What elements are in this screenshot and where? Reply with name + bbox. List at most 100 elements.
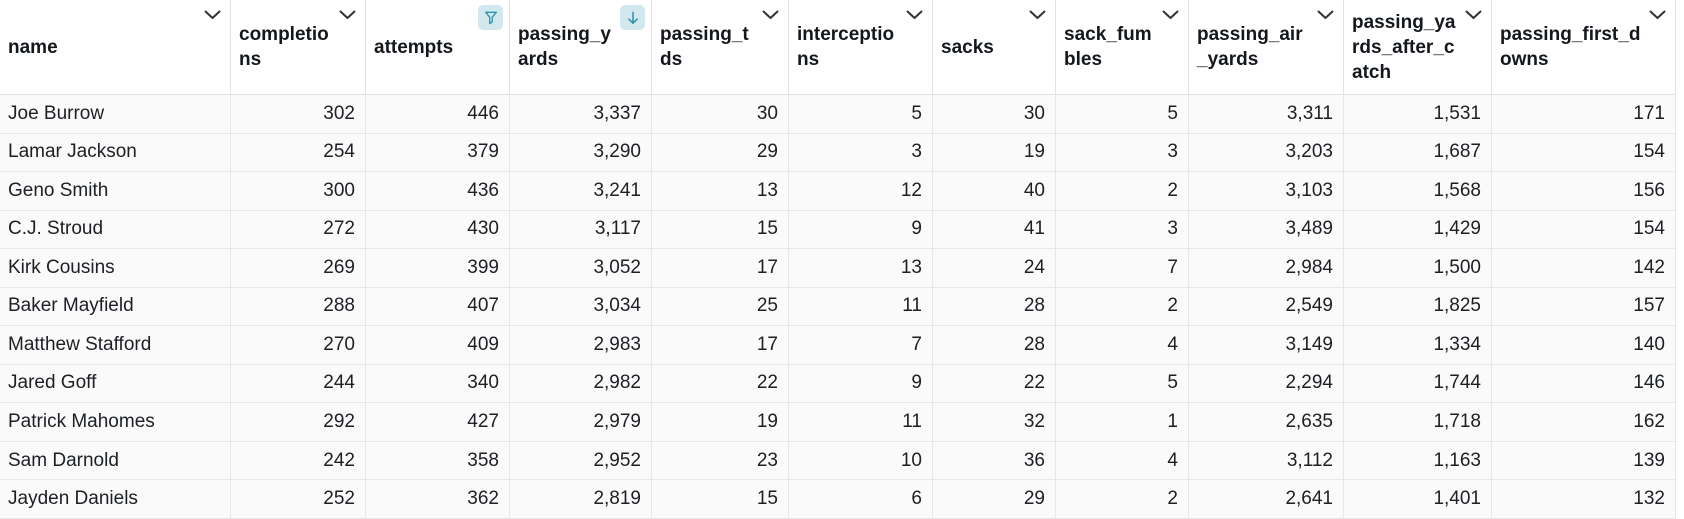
cell-passing_first_downs[interactable]: 162 <box>1492 403 1676 441</box>
cell-name[interactable]: Lamar Jackson <box>0 133 231 172</box>
cell-passing_tds[interactable]: 15 <box>652 210 789 249</box>
cell-attempts[interactable]: 399 <box>366 249 510 287</box>
cell-passing_yards[interactable]: 3,052 <box>510 249 652 287</box>
column-header-sacks[interactable]: sacks <box>933 0 1056 94</box>
cell-sacks[interactable]: 19 <box>933 133 1056 172</box>
cell-passing_yards[interactable]: 3,241 <box>510 172 652 210</box>
column-header-passing_yards[interactable]: passing_yards <box>510 0 652 94</box>
cell-completions[interactable]: 272 <box>231 210 366 249</box>
cell-name[interactable]: Jared Goff <box>0 364 231 403</box>
cell-passing_tds[interactable]: 17 <box>652 326 789 364</box>
cell-passing_yards_after_catch[interactable]: 1,531 <box>1344 95 1492 133</box>
filter-icon[interactable] <box>478 5 503 30</box>
cell-sacks[interactable]: 24 <box>933 249 1056 287</box>
column-header-completions[interactable]: completions <box>231 0 366 94</box>
cell-interceptions[interactable]: 11 <box>789 287 933 326</box>
cell-completions[interactable]: 288 <box>231 287 366 326</box>
cell-sack_fumbles[interactable]: 4 <box>1056 326 1189 364</box>
cell-passing_yards[interactable]: 2,979 <box>510 403 652 441</box>
cell-name[interactable]: Sam Darnold <box>0 441 231 480</box>
chevron-down-icon[interactable] <box>1161 9 1179 20</box>
cell-sack_fumbles[interactable]: 5 <box>1056 364 1189 403</box>
cell-interceptions[interactable]: 13 <box>789 249 933 287</box>
cell-passing_air_yards[interactable]: 2,294 <box>1189 364 1344 403</box>
cell-passing_yards_after_catch[interactable]: 1,744 <box>1344 364 1492 403</box>
cell-name[interactable]: Joe Burrow <box>0 95 231 133</box>
cell-name[interactable]: Jayden Daniels <box>0 480 231 518</box>
cell-passing_yards[interactable]: 3,337 <box>510 95 652 133</box>
cell-sack_fumbles[interactable]: 2 <box>1056 287 1189 326</box>
cell-passing_air_yards[interactable]: 3,203 <box>1189 133 1344 172</box>
cell-interceptions[interactable]: 9 <box>789 210 933 249</box>
cell-completions[interactable]: 270 <box>231 326 366 364</box>
cell-interceptions[interactable]: 11 <box>789 403 933 441</box>
cell-passing_tds[interactable]: 30 <box>652 95 789 133</box>
cell-passing_air_yards[interactable]: 2,641 <box>1189 480 1344 518</box>
cell-completions[interactable]: 242 <box>231 441 366 480</box>
cell-passing_yards[interactable]: 2,819 <box>510 480 652 518</box>
cell-passing_air_yards[interactable]: 3,112 <box>1189 441 1344 480</box>
cell-name[interactable]: Patrick Mahomes <box>0 403 231 441</box>
cell-sacks[interactable]: 28 <box>933 287 1056 326</box>
column-header-passing_yards_after_catch[interactable]: passing_yards_after_catch <box>1344 0 1492 94</box>
cell-passing_air_yards[interactable]: 2,549 <box>1189 287 1344 326</box>
cell-attempts[interactable]: 409 <box>366 326 510 364</box>
cell-sack_fumbles[interactable]: 1 <box>1056 403 1189 441</box>
cell-passing_air_yards[interactable]: 2,984 <box>1189 249 1344 287</box>
cell-attempts[interactable]: 427 <box>366 403 510 441</box>
cell-sack_fumbles[interactable]: 2 <box>1056 480 1189 518</box>
cell-sacks[interactable]: 36 <box>933 441 1056 480</box>
cell-name[interactable]: Matthew Stafford <box>0 326 231 364</box>
cell-sacks[interactable]: 28 <box>933 326 1056 364</box>
cell-interceptions[interactable]: 6 <box>789 480 933 518</box>
cell-passing_first_downs[interactable]: 154 <box>1492 133 1676 172</box>
cell-passing_tds[interactable]: 17 <box>652 249 789 287</box>
cell-passing_yards_after_catch[interactable]: 1,500 <box>1344 249 1492 287</box>
column-header-passing_tds[interactable]: passing_tds <box>652 0 789 94</box>
column-header-passing_first_downs[interactable]: passing_first_downs <box>1492 0 1676 94</box>
column-header-attempts[interactable]: attempts <box>366 0 510 94</box>
cell-passing_yards[interactable]: 3,290 <box>510 133 652 172</box>
cell-attempts[interactable]: 340 <box>366 364 510 403</box>
cell-passing_tds[interactable]: 15 <box>652 480 789 518</box>
cell-completions[interactable]: 300 <box>231 172 366 210</box>
cell-passing_yards_after_catch[interactable]: 1,401 <box>1344 480 1492 518</box>
cell-attempts[interactable]: 379 <box>366 133 510 172</box>
cell-passing_yards[interactable]: 2,983 <box>510 326 652 364</box>
cell-sack_fumbles[interactable]: 7 <box>1056 249 1189 287</box>
cell-passing_first_downs[interactable]: 146 <box>1492 364 1676 403</box>
cell-interceptions[interactable]: 10 <box>789 441 933 480</box>
cell-passing_yards[interactable]: 2,982 <box>510 364 652 403</box>
cell-completions[interactable]: 254 <box>231 133 366 172</box>
cell-passing_first_downs[interactable]: 156 <box>1492 172 1676 210</box>
cell-interceptions[interactable]: 3 <box>789 133 933 172</box>
cell-passing_tds[interactable]: 29 <box>652 133 789 172</box>
cell-passing_yards_after_catch[interactable]: 1,825 <box>1344 287 1492 326</box>
cell-passing_tds[interactable]: 13 <box>652 172 789 210</box>
cell-sack_fumbles[interactable]: 4 <box>1056 441 1189 480</box>
cell-interceptions[interactable]: 7 <box>789 326 933 364</box>
cell-completions[interactable]: 302 <box>231 95 366 133</box>
cell-sacks[interactable]: 40 <box>933 172 1056 210</box>
cell-passing_yards_after_catch[interactable]: 1,718 <box>1344 403 1492 441</box>
column-header-sack_fumbles[interactable]: sack_fumbles <box>1056 0 1189 94</box>
cell-passing_tds[interactable]: 25 <box>652 287 789 326</box>
cell-sack_fumbles[interactable]: 5 <box>1056 95 1189 133</box>
chevron-down-icon[interactable] <box>203 9 221 20</box>
cell-sack_fumbles[interactable]: 2 <box>1056 172 1189 210</box>
chevron-down-icon[interactable] <box>1648 9 1666 20</box>
cell-sacks[interactable]: 41 <box>933 210 1056 249</box>
chevron-down-icon[interactable] <box>338 9 356 20</box>
cell-name[interactable]: Kirk Cousins <box>0 249 231 287</box>
cell-passing_first_downs[interactable]: 142 <box>1492 249 1676 287</box>
cell-interceptions[interactable]: 5 <box>789 95 933 133</box>
cell-sacks[interactable]: 22 <box>933 364 1056 403</box>
cell-passing_air_yards[interactable]: 2,635 <box>1189 403 1344 441</box>
column-header-name[interactable]: name <box>0 0 231 94</box>
cell-sack_fumbles[interactable]: 3 <box>1056 210 1189 249</box>
cell-attempts[interactable]: 407 <box>366 287 510 326</box>
cell-name[interactable]: Baker Mayfield <box>0 287 231 326</box>
chevron-down-icon[interactable] <box>1028 9 1046 20</box>
chevron-down-icon[interactable] <box>761 9 779 20</box>
cell-passing_first_downs[interactable]: 139 <box>1492 441 1676 480</box>
